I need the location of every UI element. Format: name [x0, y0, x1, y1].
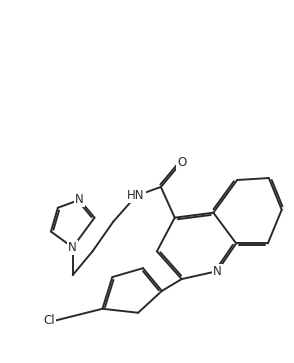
Text: HN: HN: [127, 189, 145, 202]
Text: Cl: Cl: [43, 314, 55, 327]
Text: N: N: [213, 265, 222, 278]
Text: N: N: [68, 241, 77, 254]
Text: N: N: [75, 193, 84, 206]
Text: O: O: [177, 156, 186, 169]
